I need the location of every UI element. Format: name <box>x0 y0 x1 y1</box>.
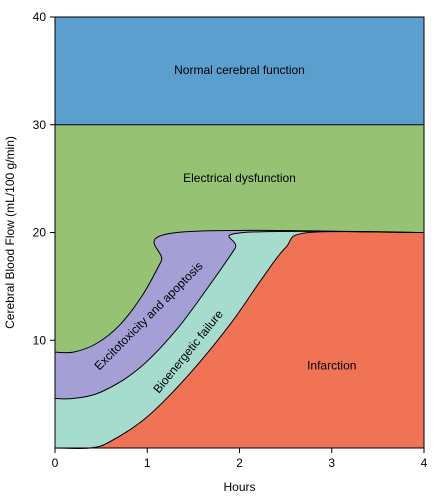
region-area-2 <box>55 230 424 399</box>
y-axis-title: Cerebral Blood Flow (mL/100 g/min) <box>3 136 17 329</box>
y-tick-label: 30 <box>33 118 47 132</box>
region-area-0 <box>55 17 424 125</box>
region-label-1: Electrical dysfunction <box>183 171 296 185</box>
region-area-4 <box>55 231 424 449</box>
axis-ticks: 0 1 2 3 4 10 20 30 40 <box>33 10 428 470</box>
boundary-line-bioenergetic_lower <box>54 230 425 449</box>
x-tick-label: 4 <box>421 456 428 470</box>
y-tick-label: 10 <box>33 333 47 347</box>
region-label-4: Infarction <box>307 358 356 372</box>
y-tick-label: 20 <box>33 226 47 240</box>
region-areas <box>55 17 424 449</box>
y-tick-label: 40 <box>33 10 47 24</box>
region-area-3 <box>55 231 424 449</box>
x-tick-label: 0 <box>52 456 59 470</box>
boundary-line-excitotoxicity_lower <box>54 230 425 400</box>
region-boundaries <box>54 124 425 449</box>
x-tick-label: 3 <box>328 456 335 470</box>
region-area-1 <box>55 124 424 353</box>
boundary-line-dysfunction_lower <box>54 229 425 354</box>
x-axis-title: Hours <box>223 480 255 494</box>
region-label-0: Normal cerebral function <box>174 63 305 77</box>
x-tick-label: 1 <box>144 456 151 470</box>
x-tick-label: 2 <box>236 456 243 470</box>
